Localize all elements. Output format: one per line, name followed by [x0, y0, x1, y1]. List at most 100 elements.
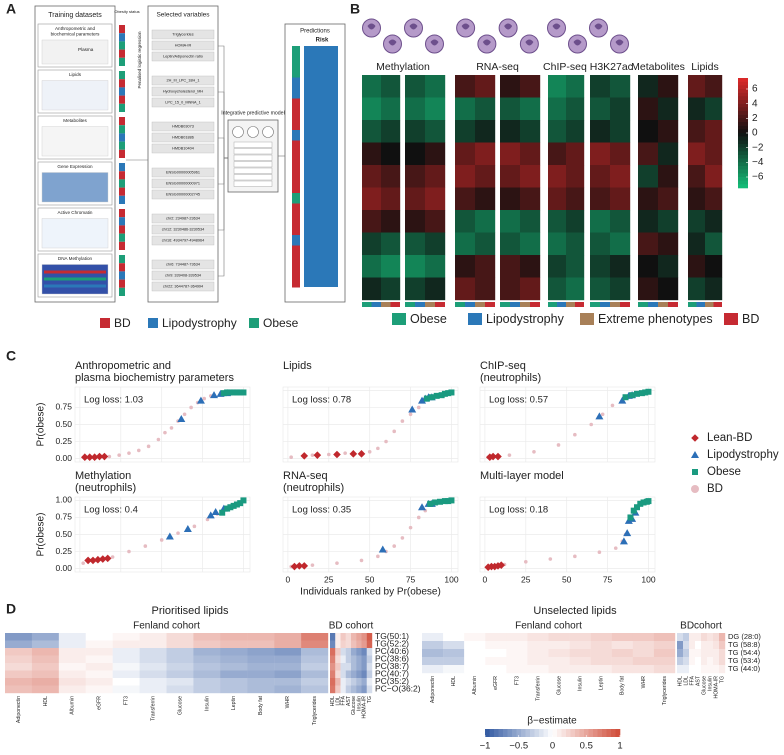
model-label: Integrative predictive model [221, 110, 284, 116]
column-label: Adiponectin [430, 676, 436, 703]
status-strip [119, 87, 125, 96]
heatmap-cell [381, 75, 401, 98]
heatmap-cell [688, 97, 706, 121]
colorbar-segment [738, 162, 748, 167]
point [645, 498, 652, 505]
heatmap-cell [455, 142, 476, 166]
heatmap-cell [701, 657, 708, 666]
variable: Hydroxycholesterol_MH [163, 90, 204, 94]
point [289, 455, 293, 460]
colorbar-segment [611, 729, 616, 737]
y-tick-label: 0.50 [55, 419, 72, 429]
group-strip [705, 302, 714, 307]
heatmap-cell [166, 655, 194, 664]
prediction-strip [292, 214, 300, 225]
heatmap-cell [247, 685, 275, 694]
heatmap-cell [638, 187, 659, 211]
heatmap-cell [638, 210, 659, 233]
heatmap-cell [425, 75, 446, 98]
heatmap-cell [112, 655, 140, 664]
heatmap-cell [247, 670, 275, 679]
heatmap-cell [405, 142, 426, 166]
x-tick-label: 25 [324, 574, 334, 584]
heatmap-cell [366, 640, 373, 649]
heatmap-cell [455, 187, 476, 211]
colorbar-segment [548, 729, 553, 737]
heatmap-cell [548, 641, 570, 650]
prediction-strip [292, 56, 300, 67]
variable-box [151, 143, 215, 154]
dataset-name: DNA Methylation [58, 256, 93, 261]
heatmap-cell [520, 277, 541, 301]
heatmap-cell [361, 663, 367, 671]
heatmap-cell [548, 210, 567, 233]
point [400, 536, 405, 540]
group-strip [557, 302, 566, 307]
prediction-strip [292, 235, 300, 246]
heatmap-cell [653, 649, 676, 658]
heatmap-cell [422, 633, 444, 642]
column-label: eGFR [97, 696, 103, 710]
point [81, 453, 89, 462]
point [233, 389, 240, 396]
point [445, 498, 452, 505]
heatmap-cell [443, 633, 465, 642]
column-label: FFA [341, 695, 347, 705]
legend-label: Extreme phenotypes [598, 312, 713, 326]
colorbar-segment [738, 78, 748, 82]
heatmap-cell [425, 255, 446, 278]
column-label: WHR [641, 676, 647, 689]
heatmap-cell [335, 670, 341, 679]
row-label: PC(40:7) [375, 669, 409, 679]
heatmap-cell [274, 670, 302, 679]
variable: HOMA-IR [175, 44, 192, 48]
status-strip [119, 209, 125, 218]
legend-label: Obese [263, 316, 299, 330]
status-strip [119, 279, 125, 288]
group-strip [465, 302, 475, 307]
heatmap-cell [683, 665, 690, 674]
heatmap-cell [705, 232, 723, 256]
heatmap-cell [5, 670, 33, 679]
heatmap-cell [381, 187, 401, 211]
heatmap-cell [335, 663, 341, 671]
heatmap-cell [632, 649, 655, 658]
cell-nucleus [482, 39, 491, 46]
cell-nucleus [615, 39, 624, 46]
point [507, 453, 512, 457]
dataset-name: Gene Expression [57, 164, 93, 169]
point [196, 396, 205, 404]
point [205, 517, 210, 522]
colorbar-segment [503, 729, 508, 737]
point [627, 514, 634, 521]
legend-marker [691, 434, 699, 442]
dataset-name: Active Chromatin [58, 210, 93, 215]
column-label: WHR [285, 696, 291, 709]
heatmap-cell [112, 670, 140, 679]
column-label: HOMA-IR [713, 676, 719, 699]
point [642, 389, 649, 396]
row-label: TG (58:8) [728, 640, 761, 649]
heatmap-cell [356, 678, 362, 686]
heatmap-cell [422, 649, 444, 658]
group-strip [590, 302, 600, 307]
point [177, 415, 186, 423]
prediction-strip [292, 98, 300, 109]
heatmap-cell [366, 670, 373, 679]
point [183, 525, 192, 533]
row-label: TG(52:2) [375, 639, 409, 649]
status-strip [119, 287, 125, 296]
prediction-strip [292, 182, 300, 193]
column-label: Adiponectin [16, 696, 22, 723]
chart-title: Anthropometric and [75, 360, 171, 372]
point [437, 498, 444, 505]
column-label: HDL [330, 696, 336, 706]
point [600, 412, 605, 417]
heatmap-cell [610, 75, 631, 98]
point [189, 405, 193, 410]
heatmap-cell [590, 657, 612, 666]
point [392, 429, 397, 434]
colorbar-segment [575, 729, 580, 737]
heatmap-cell [366, 685, 373, 694]
point [237, 500, 244, 507]
